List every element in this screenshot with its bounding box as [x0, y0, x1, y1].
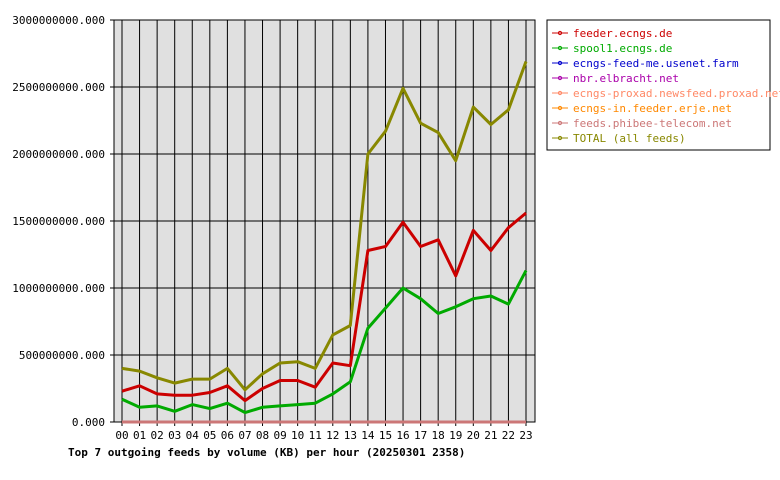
x-tick-label: 06 [221, 429, 234, 442]
y-tick-label: 1500000000.000 [12, 215, 105, 228]
legend-item: ecngs-in.feeder.erje.net [552, 102, 732, 115]
x-tick-label: 15 [379, 429, 392, 442]
legend: feeder.ecngs.de spool1.ecngs.de ecngs-feed… [546, 19, 780, 151]
y-tick-label: 2500000000.000 [12, 81, 105, 94]
x-tick-label: 02 [151, 429, 164, 442]
x-tick-label: 18 [432, 429, 445, 442]
x-tick-label: 00 [115, 429, 128, 442]
legend-item: feeder.ecngs.de [552, 27, 672, 40]
x-tick-label: 11 [309, 429, 322, 442]
x-tick-label: 05 [203, 429, 216, 442]
legend-label: ecngs-in.feeder.erje.net [573, 102, 732, 115]
series-line-1 [121, 269, 528, 415]
series-line-7 [121, 60, 528, 392]
legend-marker [557, 135, 563, 141]
legend-label: TOTAL (all feeds) [573, 132, 686, 145]
legend-label: feeds.phibee-telecom.net [573, 117, 732, 130]
legend-marker [557, 60, 563, 66]
legend-label: feeder.ecngs.de [573, 27, 672, 40]
legend-item: nbr.elbracht.net [552, 72, 679, 85]
x-tick-label: 03 [168, 429, 181, 442]
x-axis-ticks: 00 01 02 03 04 05 06 07 08 09 10 11 12 13 14 15 16 17 18 19… [115, 422, 533, 442]
x-tick-label: 20 [467, 429, 480, 442]
legend-marker [557, 45, 563, 51]
x-tick-label: 08 [256, 429, 269, 442]
legend-marker [557, 120, 563, 126]
legend-item: ecngs-proxad.newsfeed.proxad.net [552, 87, 780, 100]
x-tick-label: 17 [414, 429, 427, 442]
chart-title: Top 7 outgoing feeds by volume (KB) per … [68, 446, 465, 459]
y-tick-label: 1000000000.000 [12, 282, 105, 295]
x-tick-label: 10 [291, 429, 304, 442]
legend-item: TOTAL (all feeds) [552, 132, 686, 145]
x-tick-label: 22 [502, 429, 515, 442]
legend-marker [557, 75, 563, 81]
legend-item: ecngs-feed-me.usenet.farm [552, 57, 739, 70]
legend-item: feeds.phibee-telecom.net [552, 117, 732, 130]
y-tick-label: 500000000.000 [19, 349, 105, 362]
y-axis-ticks: 0.000 500000000.000 1000000000.000 15000000… [12, 14, 114, 429]
legend-label: nbr.elbracht.net [573, 72, 679, 85]
legend-label: spool1.ecngs.de [573, 42, 672, 55]
x-tick-label: 23 [519, 429, 532, 442]
x-tick-label: 21 [484, 429, 497, 442]
legend-item: spool1.ecngs.de [552, 42, 672, 55]
legend-label: ecngs-proxad.newsfeed.proxad.net [573, 87, 780, 100]
legend-marker [557, 105, 563, 111]
x-tick-label: 13 [344, 429, 357, 442]
x-tick-label: 16 [396, 429, 409, 442]
x-tick-label: 01 [133, 429, 146, 442]
legend-marker [557, 90, 563, 96]
y-tick-label: 2000000000.000 [12, 148, 105, 161]
series-lines [121, 60, 528, 424]
y-tick-label: 0.000 [72, 416, 105, 429]
x-tick-label: 19 [449, 429, 462, 442]
x-tick-label: 09 [273, 429, 286, 442]
x-tick-label: 07 [238, 429, 251, 442]
x-tick-label: 14 [361, 429, 375, 442]
y-tick-label: 3000000000.000 [12, 14, 105, 27]
legend-label: ecngs-feed-me.usenet.farm [573, 57, 739, 70]
legend-marker [557, 30, 563, 36]
x-tick-label: 04 [186, 429, 200, 442]
legend-items: feeder.ecngs.de spool1.ecngs.de ecngs-feed… [552, 27, 780, 145]
legend-box [546, 19, 771, 151]
x-tick-label: 12 [326, 429, 339, 442]
series-line-0 [121, 211, 527, 403]
